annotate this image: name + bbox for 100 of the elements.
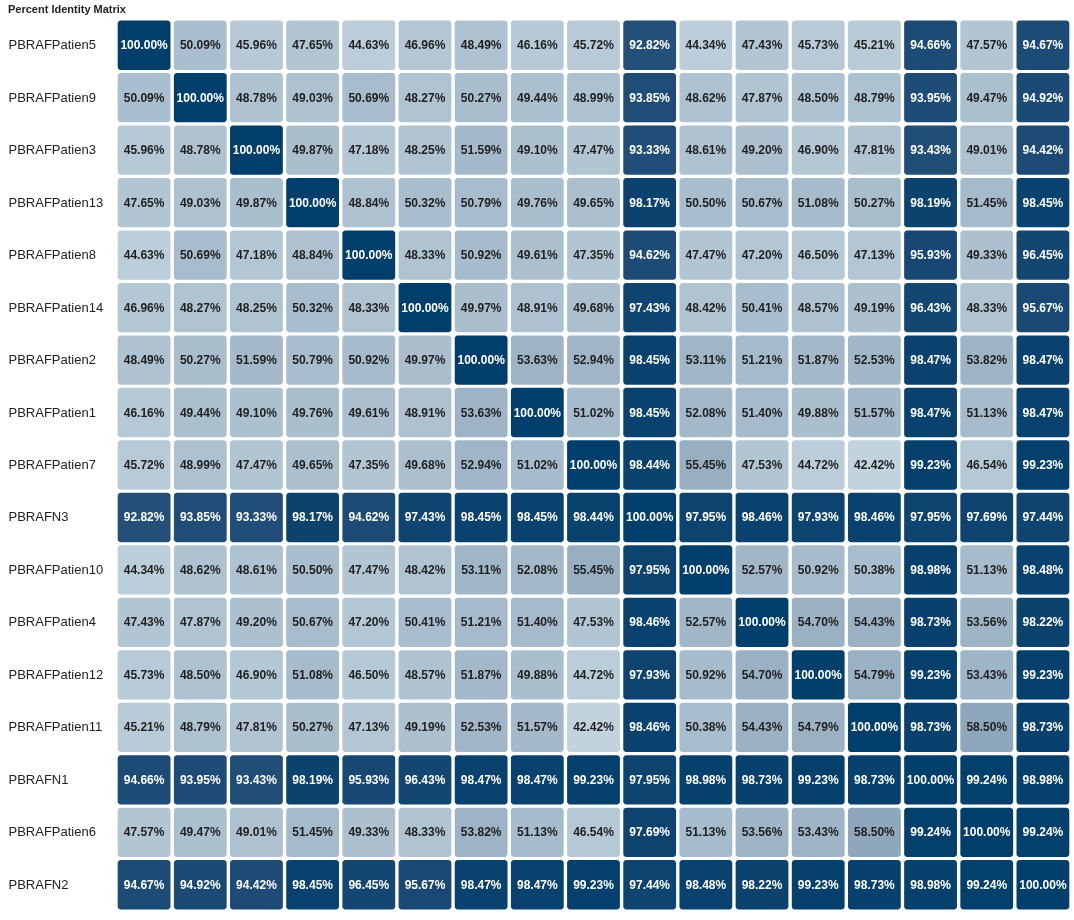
data-label: 97.43% [404,510,446,525]
data-label: 99.23% [910,458,952,472]
data-label: 98.73% [741,772,783,787]
data-label: 47.47% [236,458,278,472]
data-label: 98.46% [629,720,671,735]
y-tick-label: PBRAFPatien5 [8,37,96,53]
data-label: 53.11% [461,562,502,577]
data-label: 98.73% [854,772,896,787]
data-label: 100.00% [682,562,730,577]
data-label: 47.35% [348,458,390,472]
data-label: 98.45% [629,353,671,368]
data-label: 49.19% [404,720,446,735]
data-label: 47.65% [292,38,334,53]
data-label: 53.82% [460,825,502,840]
data-label: 97.44% [629,877,671,892]
data-label: 50.92% [797,562,839,577]
data-label: 48.62% [685,90,727,105]
data-label: 58.50% [966,720,1008,735]
data-label: 97.69% [966,510,1008,525]
data-label: 49.87% [236,195,278,210]
data-label: 45.96% [236,38,278,53]
data-label: 47.47% [573,143,615,158]
data-label: 50.41% [404,615,446,630]
data-label: 53.63% [460,405,502,420]
data-label: 47.35% [573,248,615,263]
data-label: 51.59% [236,353,278,368]
data-label: 47.81% [236,720,278,735]
data-label: 97.93% [797,510,839,525]
data-label: 51.21% [460,615,502,630]
data-label: 47.53% [741,458,783,472]
data-label: 100.00% [569,458,618,472]
data-label: 50.92% [685,667,727,682]
data-label: 47.18% [348,143,390,158]
data-label: 100.00% [288,195,337,210]
data-label: 50.32% [292,300,334,315]
data-label: 46.16% [123,405,165,420]
data-label: 51.08% [292,667,334,682]
data-label: 50.27% [179,353,221,368]
data-label: 98.19% [910,195,952,210]
data-label: 98.98% [910,562,952,577]
data-label: 96.45% [1022,248,1064,263]
data-label: 50.92% [460,248,502,263]
y-tick-label: PBRAFPatien12 [8,666,104,682]
data-label: 98.47% [910,405,952,420]
data-label: 52.53% [854,353,896,368]
data-label: 94.62% [348,510,390,525]
data-label: 49.87% [292,143,334,158]
data-label: 49.97% [460,300,502,315]
data-label: 44.63% [348,38,390,53]
data-label: 46.54% [966,458,1008,472]
y-tick-label: PBRAFPatien7 [8,457,96,472]
data-label: 48.62% [179,562,221,577]
data-label: 48.91% [404,405,446,420]
data-label: 50.50% [685,195,727,210]
data-label: 93.33% [236,510,278,525]
data-label: 47.47% [685,248,727,263]
data-label: 48.25% [236,300,278,315]
y-tick-label: PBRAFN1 [8,771,69,787]
data-label: 100.00% [176,90,225,105]
data-label: 98.48% [1022,562,1064,577]
data-label: 100.00% [963,825,1011,840]
data-label: 48.50% [179,667,221,682]
data-label: 49.61% [516,248,558,263]
data-label: 95.93% [348,772,390,787]
data-label: 58.50% [854,825,896,840]
data-label: 49.88% [516,667,558,682]
data-label: 98.19% [292,772,334,787]
data-label: 47.43% [741,38,783,53]
data-label: 53.63% [516,353,558,368]
data-label: 98.22% [1022,615,1064,630]
data-label: 48.49% [123,353,165,368]
data-label: 98.48% [685,877,727,892]
y-tick-label: PBRAFPatien10 [8,561,104,577]
data-label: 47.43% [123,615,165,630]
data-label: 50.38% [685,720,727,735]
data-label: 42.42% [854,458,896,472]
data-label: 48.61% [685,143,727,158]
data-label: 47.47% [348,562,390,577]
data-label: 98.73% [910,720,952,735]
y-tick-label: PBRAFPatien14 [8,299,104,315]
data-label: 98.46% [741,510,783,525]
data-label: 47.53% [573,615,615,630]
data-label: 99.23% [797,877,839,892]
data-label: 46.50% [348,667,390,682]
data-label: 100.00% [850,720,899,735]
data-label: 93.85% [179,510,221,525]
data-label: 98.46% [854,510,896,525]
data-label: 54.70% [741,667,783,682]
data-label: 93.85% [629,90,671,105]
data-label: 99.23% [573,877,615,892]
data-label: 98.47% [1022,353,1064,368]
data-label: 45.21% [854,38,896,53]
data-label: 97.93% [629,667,671,682]
data-label: 98.17% [629,195,671,210]
data-label: 48.61% [236,562,278,577]
data-label: 98.73% [910,615,952,630]
data-label: 100.00% [457,353,506,368]
data-label: 46.50% [797,248,839,263]
data-label: 48.99% [573,90,615,105]
data-label: 98.45% [460,510,502,525]
